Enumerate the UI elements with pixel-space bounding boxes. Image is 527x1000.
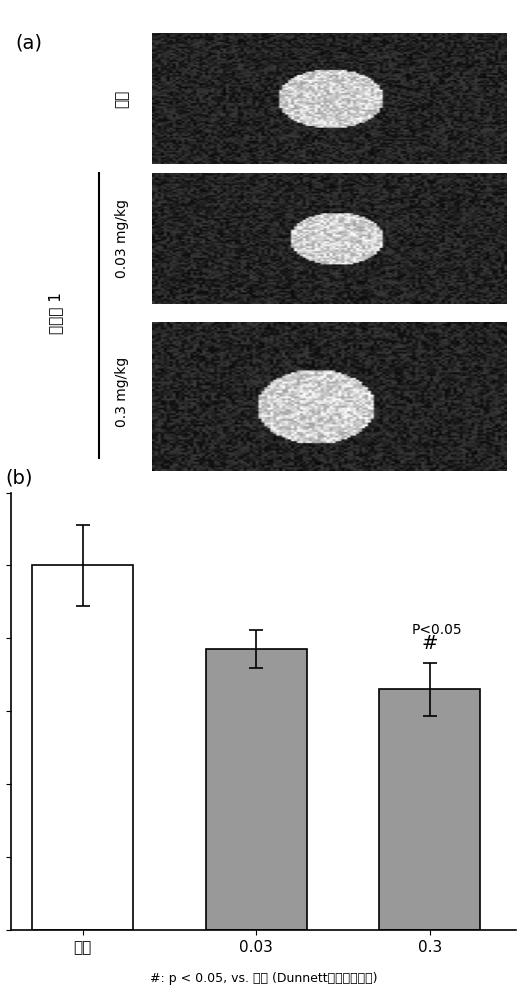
Text: 0.3 mg/kg: 0.3 mg/kg [115, 357, 129, 427]
Bar [379, 689, 480, 930]
Text: (b): (b) [5, 468, 33, 487]
Text: 化合物 1: 化合物 1 [48, 292, 64, 334]
Bar [206, 649, 307, 930]
Text: P<0.05: P<0.05 [412, 623, 462, 637]
Text: #: # [422, 634, 438, 653]
Text: (a): (a) [16, 33, 43, 52]
Text: #: p < 0.05, vs. 溶剤 (Dunnett多重比較検験): #: p < 0.05, vs. 溶剤 (Dunnett多重比較検験) [150, 972, 377, 985]
Text: 0.03 mg/kg: 0.03 mg/kg [115, 199, 129, 278]
Text: 溶剂: 溶剂 [114, 90, 129, 108]
Bar [32, 565, 133, 930]
